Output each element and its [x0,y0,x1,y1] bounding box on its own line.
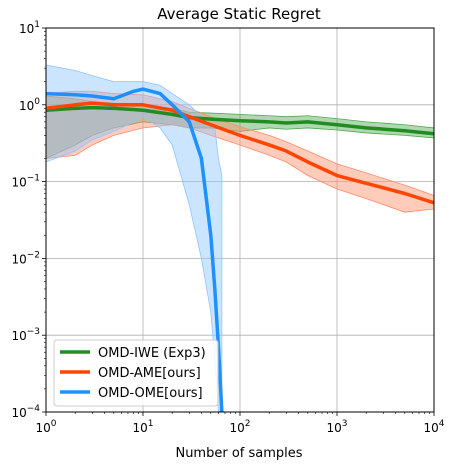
x-tick-label: 101 [132,419,153,435]
x-tick-label: 100 [35,419,56,435]
y-tick-label: 10−3 [11,327,40,343]
x-tick-label: 104 [423,419,444,435]
chart-title: Average Static Regret [157,5,321,23]
y-tick-label: 101 [19,20,40,36]
line-series-2 [46,101,434,205]
y-tick-label: 10−1 [11,174,40,190]
legend-label-2: OMD-AME[ours] [98,366,201,381]
line-series-1 [46,105,434,136]
series-lines [46,87,434,412]
y-tick-label: 10−4 [11,404,40,420]
x-tick-label: 103 [326,419,347,435]
x-axis-label: Number of samples [175,446,302,461]
band-series-2 [46,90,434,213]
x-tick-label: 102 [229,419,250,435]
legend-box [53,339,219,407]
legend-label-3: OMD-OME[ours] [98,386,203,401]
legend-label-1: OMD-IWE (Exp3) [98,346,206,361]
line-series-3 [46,87,224,412]
legend: OMD-IWE (Exp3) OMD-AME[ours] OMD-OME[ours] [53,339,219,407]
axis-ticks: 100 101 102 103 104 10−4 10−3 10−2 10−1 100 101 [11,20,444,435]
y-tick-label: 10−2 [11,250,40,266]
band-series-3 [46,64,223,412]
y-tick-label: 100 [19,97,40,113]
